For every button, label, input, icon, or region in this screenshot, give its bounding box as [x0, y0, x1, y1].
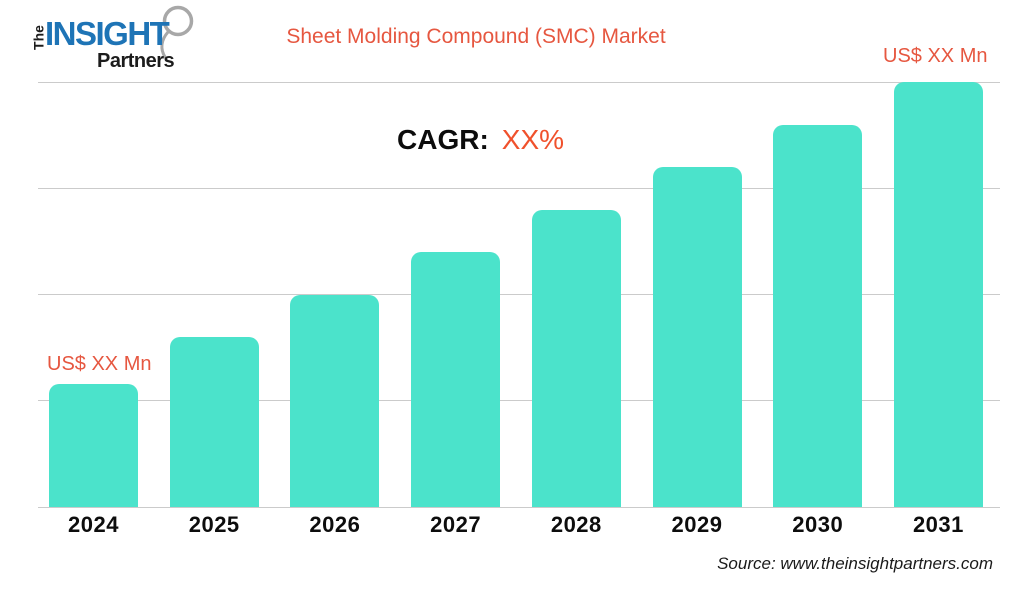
cagr-value: XX% — [501, 124, 565, 155]
x-axis-label-2027: 2027 — [430, 512, 482, 537]
gridline — [38, 187, 1000, 189]
first-bar-value-label: US$ XX Mn — [47, 353, 152, 375]
logo-word-insight: INSIGHT — [45, 15, 170, 52]
x-axis-label-2028: 2028 — [550, 512, 602, 537]
chart-title: Sheet Molding Compound (SMC) Market — [286, 25, 666, 48]
gridline — [38, 81, 1000, 83]
x-axis-label-2025: 2025 — [188, 512, 240, 537]
bar-2028 — [531, 209, 621, 507]
x-axis-label-2030: 2030 — [792, 512, 844, 537]
cagr-annotation: CAGR: XX% — [397, 124, 564, 156]
source-attribution: Source: www.theinsightpartners.com — [717, 554, 993, 573]
logo-word-partners: Partners — [97, 50, 175, 72]
bar-2025 — [169, 337, 259, 507]
bar-2026 — [290, 294, 380, 507]
x-axis-label-2031: 2031 — [912, 512, 964, 537]
bars — [38, 82, 1000, 507]
gridline — [38, 400, 1000, 402]
bar-2031 — [893, 82, 983, 507]
bar-2027 — [411, 252, 501, 507]
bar-2024 — [49, 383, 138, 507]
bar-2029 — [652, 167, 742, 507]
x-axis-label-2026: 2026 — [309, 512, 361, 537]
x-axis-label-2029: 2029 — [671, 512, 723, 537]
x-axis-labels: 2024 2025 2026 2027 2028 2029 2030 2031 — [38, 512, 1000, 538]
x-axis-label-2024: 2024 — [68, 512, 119, 537]
gridline — [38, 506, 1000, 508]
cagr-label: CAGR: — [397, 124, 489, 155]
last-bar-value-label: US$ XX Mn — [883, 45, 988, 67]
plot-area — [38, 81, 1000, 508]
logo-word-the: The — [30, 25, 47, 50]
bar-2030 — [773, 124, 863, 507]
magnifier-icon — [160, 5, 194, 59]
gridline — [38, 294, 1000, 295]
insight-partners-logo: The INSIGHT Partners — [28, 5, 218, 78]
gridlines — [38, 81, 1000, 508]
